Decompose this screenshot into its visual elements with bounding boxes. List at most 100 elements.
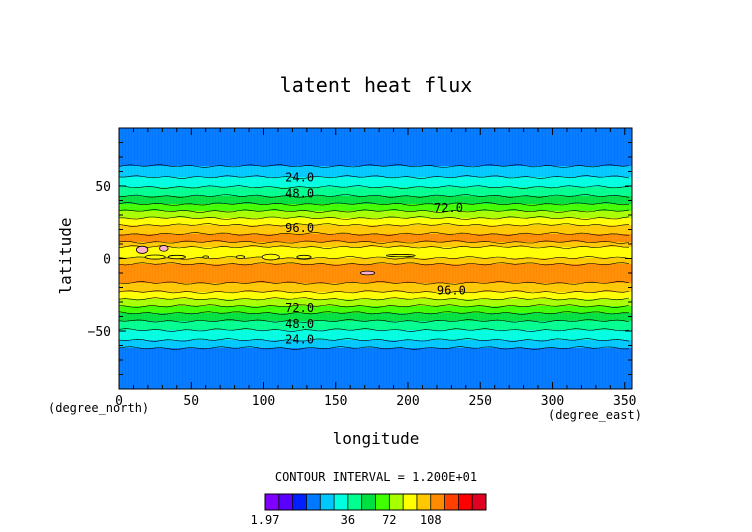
field-strip xyxy=(119,372,632,374)
field-strip xyxy=(119,276,632,278)
field-strip xyxy=(119,250,632,252)
field-strip xyxy=(119,364,632,366)
field-strip xyxy=(119,367,632,369)
field-strip xyxy=(119,178,632,180)
x-tick-label: 150 xyxy=(324,394,347,409)
field-strip xyxy=(119,170,632,172)
field-strip xyxy=(119,179,632,181)
contour-blob xyxy=(135,245,149,254)
y-tick-label: 50 xyxy=(95,180,111,195)
field-strip xyxy=(119,164,632,166)
contour-line xyxy=(119,194,630,198)
field-strip xyxy=(119,318,632,320)
field-strip xyxy=(119,262,632,264)
field-strip xyxy=(119,305,632,307)
field-strip xyxy=(119,229,632,231)
field-strip xyxy=(119,204,632,206)
field-strip xyxy=(119,335,632,337)
field-strip xyxy=(119,213,632,215)
field-strip xyxy=(119,281,632,283)
contour-line xyxy=(119,223,630,227)
field-strip xyxy=(119,166,632,168)
field-strip xyxy=(119,243,632,245)
field-strip xyxy=(119,293,632,295)
field-strip xyxy=(119,193,632,195)
field-strip xyxy=(119,280,632,282)
field-strip xyxy=(119,346,632,348)
field-strip xyxy=(119,354,632,356)
field-strip xyxy=(119,130,632,132)
field-strip xyxy=(119,128,632,130)
field-strip xyxy=(119,159,632,161)
field-strip xyxy=(119,238,632,240)
contour-line xyxy=(119,209,630,213)
field-strip xyxy=(119,362,632,364)
contour-label: 24.0 xyxy=(285,170,314,184)
field-strip xyxy=(119,370,632,372)
field-strip xyxy=(119,311,632,313)
contour-line xyxy=(119,319,630,323)
field-strip xyxy=(119,386,632,388)
field-strip xyxy=(119,368,632,370)
field-strip xyxy=(119,194,632,196)
field-strip xyxy=(119,139,632,141)
field-strip xyxy=(119,209,632,211)
contour-line xyxy=(119,297,630,301)
field-strip xyxy=(119,327,632,329)
field-strip xyxy=(119,303,632,305)
field-strip xyxy=(119,384,632,386)
field-strip xyxy=(119,336,632,338)
field-strip xyxy=(119,246,632,248)
field-strip xyxy=(119,137,632,139)
field-strip xyxy=(119,277,632,279)
field-strip xyxy=(119,200,632,202)
field-strip xyxy=(119,145,632,147)
field-strip xyxy=(119,136,632,138)
field-strip xyxy=(119,232,632,234)
field-strip xyxy=(119,323,632,325)
field-strip xyxy=(119,314,632,316)
x-tick-label: 300 xyxy=(541,394,564,409)
colorbar-frame xyxy=(264,493,487,511)
colorbar-tick-label: 72 xyxy=(382,513,396,527)
field-strip xyxy=(119,378,632,380)
field-strip xyxy=(119,135,632,137)
colorbar-swatch xyxy=(472,494,487,510)
colorbar-swatch xyxy=(458,494,473,510)
field-strip xyxy=(119,171,632,173)
field-strip xyxy=(119,350,632,352)
field-strip xyxy=(119,132,632,134)
contour-line xyxy=(119,281,630,285)
contour-blob xyxy=(202,255,209,259)
field-strip xyxy=(119,174,632,176)
contour-line xyxy=(119,328,630,332)
field-strip xyxy=(119,331,632,333)
field-strip xyxy=(119,223,632,225)
colorbar-tick-label: 36 xyxy=(341,513,355,527)
field-strip xyxy=(119,345,632,347)
field-strip xyxy=(119,270,632,272)
field-strip xyxy=(119,287,632,289)
colorbar: 1.97 36 72 108 xyxy=(251,493,487,527)
contour-line xyxy=(119,245,630,249)
contour-label: 96.0 xyxy=(285,221,314,235)
field-strip xyxy=(119,237,632,239)
field-strip xyxy=(119,185,632,187)
field-strip xyxy=(119,258,632,260)
field-strip xyxy=(119,153,632,155)
field-strip xyxy=(119,162,632,164)
field-strip xyxy=(119,284,632,286)
field-strip xyxy=(119,224,632,226)
field-strip xyxy=(119,286,632,288)
contour-label: 48.0 xyxy=(285,317,314,331)
field-strip xyxy=(119,241,632,243)
colorbar-tick-label: 108 xyxy=(420,513,442,527)
field-strip xyxy=(119,216,632,218)
field-strip xyxy=(119,249,632,251)
contour-interval-text: CONTOUR INTERVAL = 1.200E+01 xyxy=(275,470,477,484)
contour-blob xyxy=(385,254,416,258)
contour-blob xyxy=(359,270,376,276)
field-strip xyxy=(119,383,632,385)
field-strip xyxy=(119,206,632,208)
contour-line xyxy=(119,338,630,342)
